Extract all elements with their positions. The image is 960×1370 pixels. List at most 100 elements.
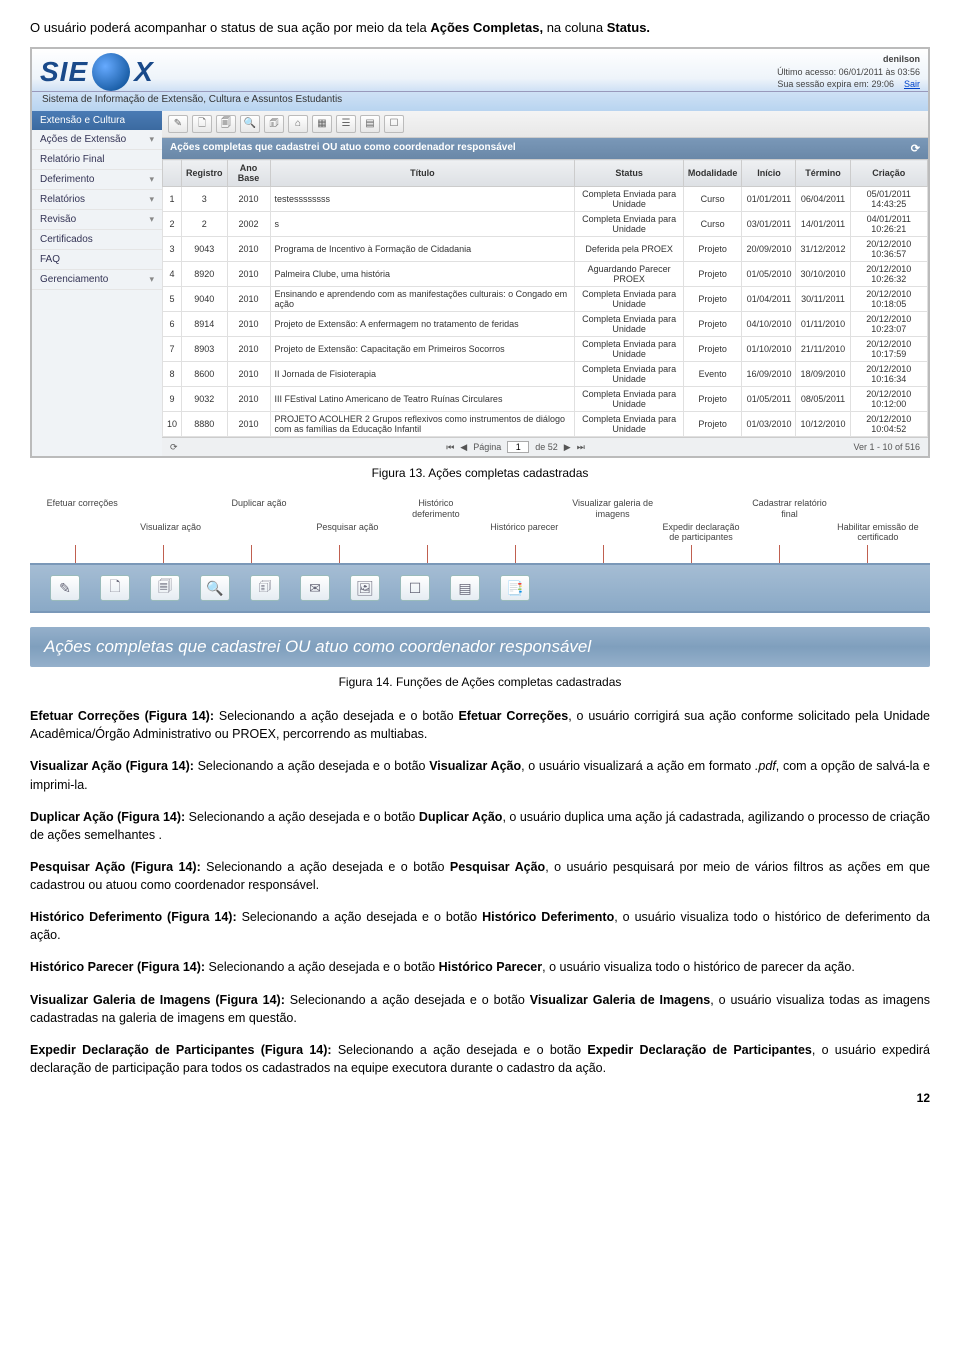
column-header[interactable]: Registro bbox=[182, 160, 228, 187]
toolbar-button[interactable]: ▦ bbox=[312, 115, 332, 133]
table-cell: Projeto bbox=[683, 262, 742, 287]
column-header[interactable]: Modalidade bbox=[683, 160, 742, 187]
toolbar-button[interactable]: 🗊 bbox=[264, 115, 284, 133]
table-row[interactable]: 1088802010PROJETO ACOLHER 2 Grupos refle… bbox=[163, 412, 928, 437]
table-cell: 18/09/2010 bbox=[796, 362, 850, 387]
table-cell: Projeto bbox=[683, 312, 742, 337]
table-cell: 20/12/2010 10:23:07 bbox=[850, 312, 927, 337]
pager-view: Ver 1 - 10 of 516 bbox=[853, 442, 920, 452]
table-cell: 2010 bbox=[227, 287, 270, 312]
toolbar-icon[interactable]: 🖼 bbox=[350, 575, 380, 601]
paragraph-bold: Expedir Declaração de Participantes bbox=[587, 1043, 811, 1057]
toolbar-icon[interactable]: 🗊 bbox=[250, 575, 280, 601]
pager-prev-icon[interactable]: ◀ bbox=[460, 442, 467, 453]
table-cell: 3 bbox=[163, 237, 182, 262]
column-header[interactable] bbox=[163, 160, 182, 187]
pager-next-icon[interactable]: ▶ bbox=[564, 442, 571, 453]
reload-icon[interactable]: ⟳ bbox=[170, 442, 178, 453]
column-header[interactable]: Título bbox=[270, 160, 575, 187]
table-cell: 3 bbox=[182, 187, 228, 212]
table-row[interactable]: 789032010Projeto de Extensão: Capacitaçã… bbox=[163, 337, 928, 362]
app-header: SIE X denilson Último acesso: 06/01/2011… bbox=[32, 49, 928, 92]
table-row[interactable]: 886002010II Jornada de FisioterapiaCompl… bbox=[163, 362, 928, 387]
pager-of: de 52 bbox=[535, 442, 558, 452]
table-row[interactable]: 390432010Programa de Incentivo à Formaçã… bbox=[163, 237, 928, 262]
toolbar-button[interactable]: ☰ bbox=[336, 115, 356, 133]
sidebar-item-label: Deferimento bbox=[40, 174, 94, 185]
sidebar-header[interactable]: Extensão e Cultura bbox=[32, 111, 162, 130]
table-cell: 8920 bbox=[182, 262, 228, 287]
sidebar-item[interactable]: Ações de Extensão▾ bbox=[32, 130, 162, 150]
table-cell: 05/01/2011 14:43:25 bbox=[850, 187, 927, 212]
logout-link[interactable]: Sair bbox=[904, 79, 920, 89]
table-cell: 2010 bbox=[227, 337, 270, 362]
toolbar-button[interactable]: ⌂ bbox=[288, 115, 308, 133]
toolbar-icon[interactable]: 🗋 bbox=[100, 575, 130, 601]
sidebar-item[interactable]: Revisão▾ bbox=[32, 210, 162, 230]
toolbar-label: Visualizar galeria de imagens bbox=[570, 498, 654, 520]
paragraph-lead: Pesquisar Ação (Figura 14): bbox=[30, 860, 201, 874]
column-header[interactable]: Status bbox=[575, 160, 684, 187]
table-cell: Palmeira Clube, uma história bbox=[270, 262, 575, 287]
table-cell: 7 bbox=[163, 337, 182, 362]
grid-footer: ⟳ ⏮ ◀ Página de 52 ▶ ⏭ Ver 1 - 10 of 516 bbox=[162, 437, 928, 456]
toolbar-button[interactable]: 🗋 bbox=[192, 115, 212, 133]
toolbar-icon[interactable]: 🗐 bbox=[150, 575, 180, 601]
table-cell: Curso bbox=[683, 212, 742, 237]
body-paragraph: Histórico Deferimento (Figura 14): Selec… bbox=[30, 908, 930, 944]
table-row[interactable]: 222002sCompleta Enviada para UnidadeCurs… bbox=[163, 212, 928, 237]
chevron-down-icon: ▾ bbox=[149, 214, 154, 225]
table-cell: 01/10/2010 bbox=[742, 337, 796, 362]
system-title: Sistema de Informação de Extensão, Cultu… bbox=[32, 92, 928, 111]
sidebar-item[interactable]: Deferimento▾ bbox=[32, 170, 162, 190]
toolbar-icon[interactable]: ☐ bbox=[400, 575, 430, 601]
column-header[interactable]: Início bbox=[742, 160, 796, 187]
sidebar-item[interactable]: FAQ bbox=[32, 250, 162, 270]
connector-line bbox=[515, 545, 516, 563]
column-header[interactable]: Término bbox=[796, 160, 850, 187]
toolbar-button[interactable]: ▤ bbox=[360, 115, 380, 133]
sidebar-item-label: Relatório Final bbox=[40, 154, 104, 165]
body-paragraph: Visualizar Ação (Figura 14): Selecionand… bbox=[30, 757, 930, 793]
paragraph-lead: Efetuar Correções (Figura 14): bbox=[30, 709, 214, 723]
body-section: Efetuar Correções (Figura 14): Seleciona… bbox=[30, 707, 930, 1077]
sidebar-item[interactable]: Relatório Final bbox=[32, 150, 162, 170]
toolbar-button[interactable]: 🗐 bbox=[216, 115, 236, 133]
column-header[interactable]: Ano Base bbox=[227, 160, 270, 187]
toolbar-button[interactable]: 🔍 bbox=[240, 115, 260, 133]
table-cell: 8600 bbox=[182, 362, 228, 387]
table-cell: 2010 bbox=[227, 412, 270, 437]
table-row[interactable]: 990322010III FEstival Latino Americano d… bbox=[163, 387, 928, 412]
column-header[interactable]: Criação bbox=[850, 160, 927, 187]
sidebar-item-label: Gerenciamento bbox=[40, 274, 108, 285]
table-cell: III FEstival Latino Americano de Teatro … bbox=[270, 387, 575, 412]
sidebar-item[interactable]: Gerenciamento▾ bbox=[32, 270, 162, 290]
table-row[interactable]: 590402010Ensinando e aprendendo com as m… bbox=[163, 287, 928, 312]
toolbar-icon[interactable]: 🔍 bbox=[200, 575, 230, 601]
sidebar-item-label: Relatórios bbox=[40, 194, 85, 205]
toolbar-label: Histórico parecer bbox=[482, 522, 566, 544]
toolbar-button[interactable]: ✎ bbox=[168, 115, 188, 133]
toolbar-icon[interactable]: ✉ bbox=[300, 575, 330, 601]
sidebar-item[interactable]: Certificados bbox=[32, 230, 162, 250]
pager-page-input[interactable] bbox=[507, 441, 529, 453]
table-row[interactable]: 489202010Palmeira Clube, uma históriaAgu… bbox=[163, 262, 928, 287]
pager-first-icon[interactable]: ⏮ bbox=[446, 442, 454, 453]
toolbar-icon[interactable]: 📑 bbox=[500, 575, 530, 601]
table-cell: 9 bbox=[163, 387, 182, 412]
connector-line bbox=[867, 545, 868, 563]
table-cell: 2010 bbox=[227, 362, 270, 387]
toolbar-button[interactable]: ☐ bbox=[384, 115, 404, 133]
table-cell: 8880 bbox=[182, 412, 228, 437]
toolbar-icon[interactable]: ▤ bbox=[450, 575, 480, 601]
toolbar-labels-row2: Visualizar açãoPesquisar açãoHistórico p… bbox=[30, 520, 930, 546]
table-row[interactable]: 132010testessssssssCompleta Enviada para… bbox=[163, 187, 928, 212]
refresh-icon[interactable]: ⟳ bbox=[911, 142, 920, 155]
table-row[interactable]: 689142010Projeto de Extensão: A enfermag… bbox=[163, 312, 928, 337]
table-cell: 01/01/2011 bbox=[742, 187, 796, 212]
sidebar-item[interactable]: Relatórios▾ bbox=[32, 190, 162, 210]
pager-last-icon[interactable]: ⏭ bbox=[577, 442, 585, 453]
toolbar-icon[interactable]: ✎ bbox=[50, 575, 80, 601]
pager-label: Página bbox=[473, 442, 501, 452]
table-cell: 31/12/2012 bbox=[796, 237, 850, 262]
